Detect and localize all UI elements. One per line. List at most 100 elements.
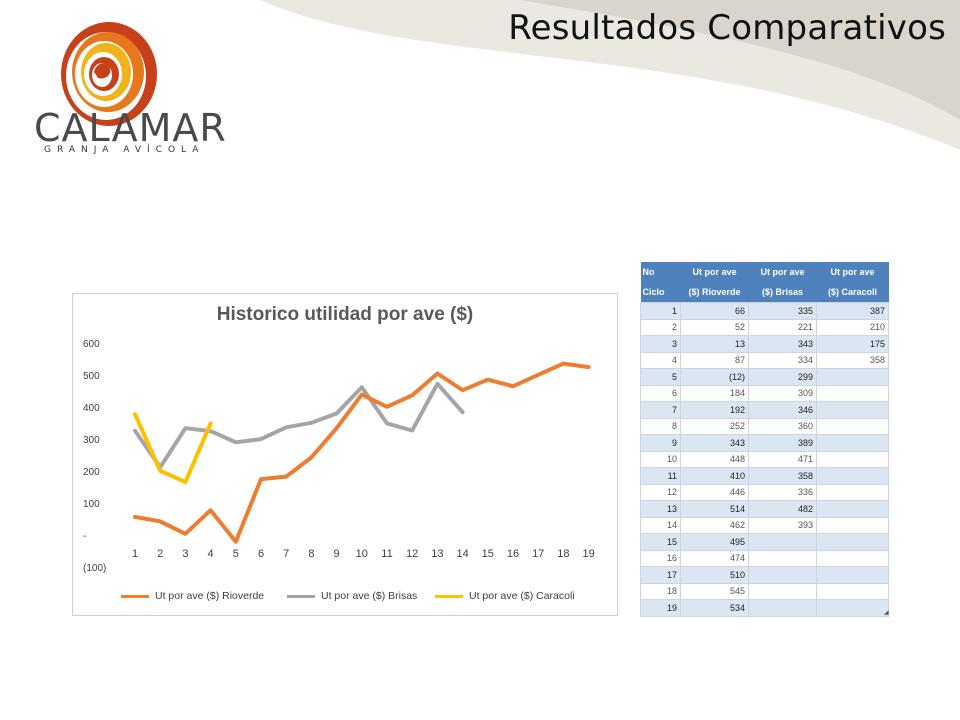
table-cell: 252 <box>680 417 749 435</box>
table-cell <box>816 500 889 518</box>
table-cell <box>816 368 889 386</box>
table-cell: 4 <box>640 351 681 369</box>
table-cell: 87 <box>680 351 749 369</box>
y-tick-label: 600 <box>83 339 100 350</box>
table-cell: 15 <box>640 533 681 551</box>
table-cell: 343 <box>748 335 817 353</box>
table-cell <box>816 582 889 600</box>
table-cell <box>748 566 817 584</box>
legend-label: Ut por ave ($) Brisas <box>321 590 418 602</box>
table-row: 7 192 346 <box>640 401 889 419</box>
table-cell <box>816 516 889 534</box>
legend-label: Ut por ave ($) Caracoli <box>469 590 575 602</box>
table-cell: 482 <box>748 500 817 518</box>
table-cell: 358 <box>816 351 889 369</box>
table-header: No Ut por ave Ut por ave Ut por ave Ciclo ($)… <box>640 262 889 303</box>
legend-item: Ut por ave ($) Caracoli <box>435 590 575 602</box>
table-cell: 13 <box>640 500 681 518</box>
table-cell <box>748 549 817 567</box>
column-header: Ciclo <box>640 282 681 303</box>
table-cell: 514 <box>680 500 749 518</box>
table-cell: 5 <box>640 368 681 386</box>
x-tick-label: 12 <box>406 548 419 560</box>
table-cell: 2 <box>640 318 681 336</box>
table-cell: 8 <box>640 417 681 435</box>
table-cell: 309 <box>748 384 817 402</box>
table-cell: 335 <box>748 302 817 320</box>
table-cell <box>816 533 889 551</box>
table-cell <box>816 599 889 617</box>
legend-label: Ut por ave ($) Rioverde <box>155 590 265 602</box>
table-cell: 346 <box>748 401 817 419</box>
table-cell: 14 <box>640 516 681 534</box>
x-tick-label: 14 <box>456 548 469 560</box>
table-row: 5 (12) 299 <box>640 368 889 386</box>
table-cell: 495 <box>680 533 749 551</box>
table-cell: 336 <box>748 483 817 501</box>
table-cell: 393 <box>748 516 817 534</box>
table-row: 9 343 389 <box>640 434 889 452</box>
table-cell <box>748 533 817 551</box>
x-tick-label: 11 <box>381 548 393 560</box>
column-header: Ut por ave <box>816 262 889 282</box>
table-cell: 17 <box>640 566 681 584</box>
table-cell <box>816 566 889 584</box>
table-row: 12 446 336 <box>640 483 889 501</box>
table-row: 15 495 <box>640 533 889 551</box>
x-tick-label: 8 <box>308 548 315 560</box>
table-row: 19 534 <box>640 599 889 617</box>
table-cell: 16 <box>640 549 681 567</box>
table-cell: 9 <box>640 434 681 452</box>
table-cell: 6 <box>640 384 681 402</box>
table-body: 1 66 335 387 2 52 221 210 3 13 343 175 4 87 334 358 5 (12… <box>640 302 889 617</box>
legend-item: Ut por ave ($) Brisas <box>287 590 417 602</box>
table-cell <box>816 434 889 452</box>
table-cell <box>816 401 889 419</box>
table-cell: 387 <box>816 302 889 320</box>
table-cell: 299 <box>748 368 817 386</box>
column-header: Ut por ave <box>748 262 817 282</box>
table-row: 1 66 335 387 <box>640 302 889 320</box>
x-tick-label: 13 <box>431 548 444 560</box>
table-cell: 12 <box>640 483 681 501</box>
calamar-logo-icon <box>61 22 157 126</box>
legend-swatch <box>435 594 463 598</box>
column-header: ($) Caracoli <box>816 282 889 303</box>
table-row: 16 474 <box>640 549 889 567</box>
table-cell <box>816 384 889 402</box>
table-row: 14 462 393 <box>640 516 889 534</box>
table-cell: 534 <box>680 599 749 617</box>
table-cell: 19 <box>640 599 681 617</box>
series-line-rioverde <box>133 361 591 544</box>
column-header: No <box>640 262 681 282</box>
table-row: 17 510 <box>640 566 889 584</box>
table-cell: 221 <box>748 318 817 336</box>
table-cell: 343 <box>680 434 749 452</box>
y-tick-label: 200 <box>83 467 100 478</box>
legend-item: Ut por ave ($) Rioverde <box>121 590 264 602</box>
table-cell: 184 <box>680 384 749 402</box>
table-cell: 471 <box>748 450 817 468</box>
table-cell: 13 <box>680 335 749 353</box>
table-cell: 192 <box>680 401 749 419</box>
x-tick-label: 15 <box>481 548 494 560</box>
legend-swatch <box>287 594 315 598</box>
table-cell: 175 <box>816 335 889 353</box>
legend-swatch <box>121 594 149 598</box>
logo-wordmark: CALAMAR <box>34 106 227 150</box>
table-cell: 448 <box>680 450 749 468</box>
results-table: No Ut por ave Ut por ave Ut por ave Ciclo ($)… <box>640 262 889 617</box>
table-cell <box>748 599 817 617</box>
chart-title: Historico utilidad por ave ($) <box>216 304 474 325</box>
x-tick-label: 1 <box>131 548 139 560</box>
table-cell <box>748 582 817 600</box>
table-row: 8 252 360 <box>640 417 889 435</box>
table-cell: 389 <box>748 434 817 452</box>
slide-title: Resultados Comparativos <box>508 8 946 48</box>
table-cell: 545 <box>680 582 749 600</box>
x-tick-label: 4 <box>207 548 214 560</box>
table-cell <box>816 549 889 567</box>
column-header: ($) Brisas <box>748 282 817 303</box>
table-cell: 410 <box>680 467 749 485</box>
